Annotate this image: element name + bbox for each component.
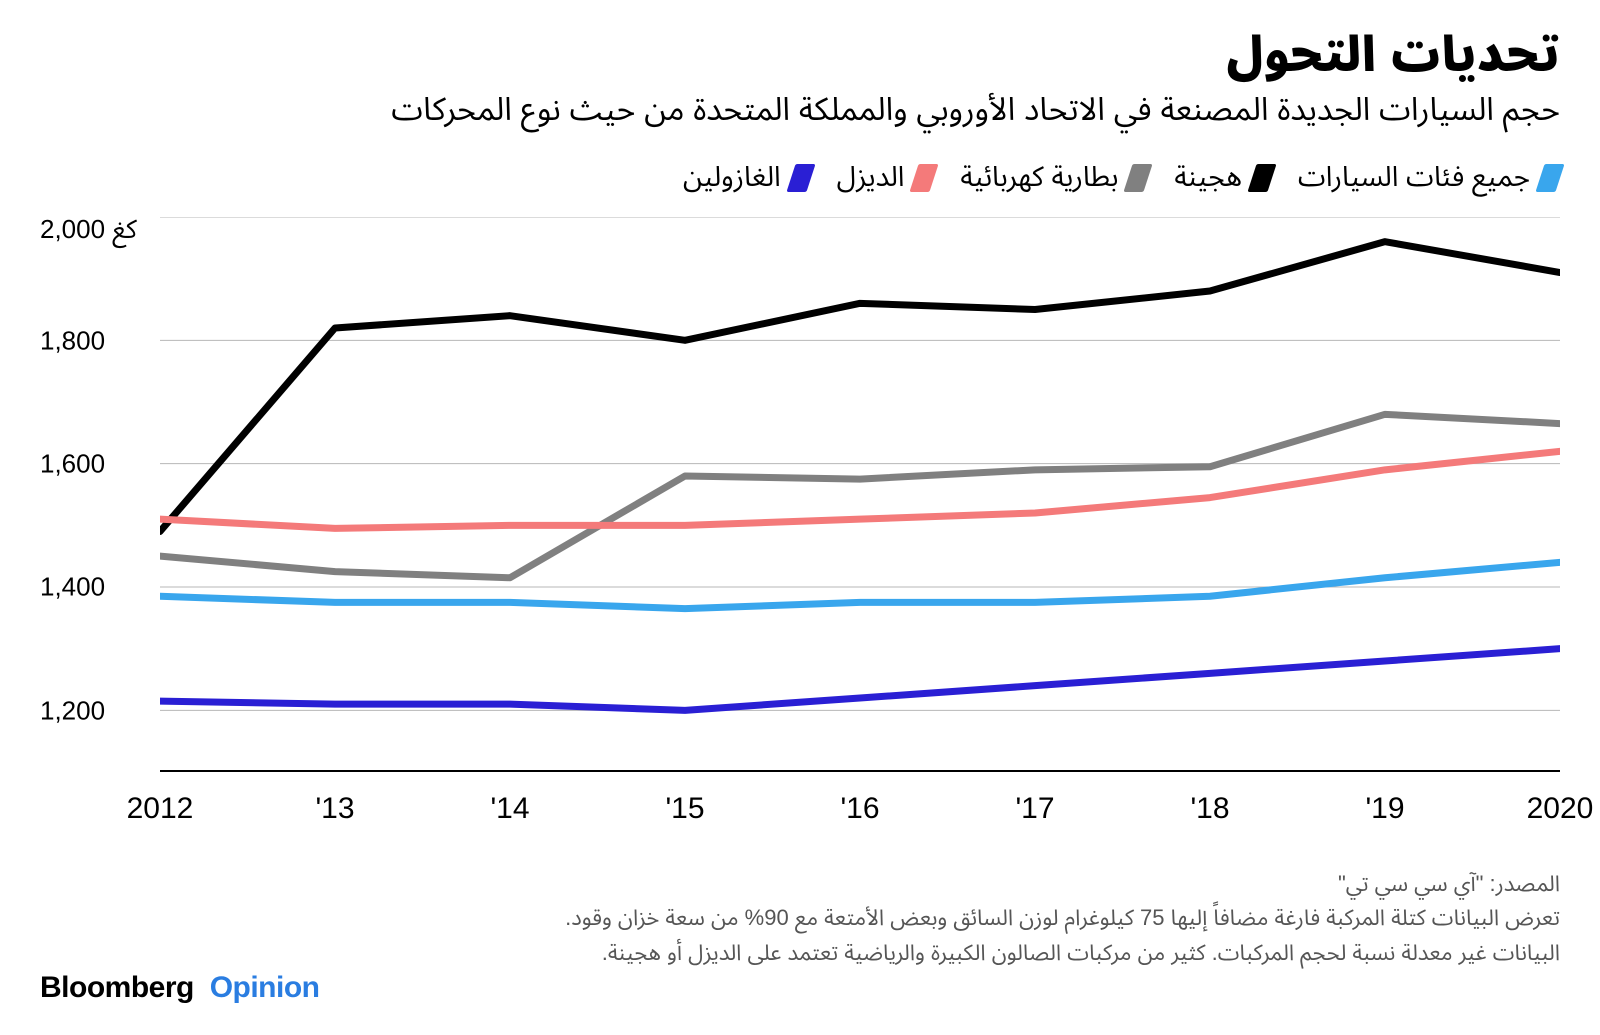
series-gasoline [160, 649, 1560, 711]
x-tick-label: '14 [490, 792, 529, 826]
chart-area: 2,000 كغ 1,8001,6001,4001,200 2012'13'14… [40, 217, 1560, 837]
y-axis-labels: 1,800 1,600 1,400 1,200 [40, 217, 160, 837]
series-hybrid [160, 242, 1560, 532]
chart-title: تحديات التحول [40, 30, 1560, 83]
legend-item: جميع فئات السيارات [1298, 148, 1560, 207]
legend-item: الديزل [837, 148, 935, 207]
note-line: المصدر: "آي سي سي تي" [40, 867, 1560, 901]
x-tick-label: '17 [1015, 792, 1054, 826]
legend-swatch [1124, 164, 1153, 192]
x-tick-label: 2012 [127, 792, 194, 826]
legend: جميع فئات السيارات هجينة بطارية كهربائية ال… [40, 148, 1560, 207]
x-tick-label: '18 [1190, 792, 1229, 826]
x-tick-label: 2020 [1527, 792, 1594, 826]
y-tick-label: 1,400 [40, 572, 105, 603]
legend-item: بطارية كهربائية [960, 148, 1148, 207]
legend-swatch [910, 164, 939, 192]
x-axis-labels: 2012'13'14'15'16'17'18'192020 [160, 782, 1560, 837]
legend-label: الديزل [837, 148, 905, 207]
legend-label: الغازولين [683, 148, 781, 207]
x-tick-label: '16 [840, 792, 879, 826]
brand-part-2: Opinion [210, 971, 320, 1004]
note-line: تعرض البيانات كتلة المركبة فارغة مضافاً … [40, 901, 1560, 935]
legend-item: هجينة [1174, 148, 1272, 207]
series-bev [160, 415, 1560, 578]
y-tick-label: 1,600 [40, 449, 105, 480]
brand-logo: Bloomberg Opinion [40, 971, 320, 1005]
brand-part-1: Bloomberg [40, 971, 194, 1004]
legend-swatch [1535, 164, 1564, 192]
legend-swatch [1247, 164, 1276, 192]
legend-item: الغازولين [683, 148, 811, 207]
legend-swatch [786, 164, 815, 192]
chart-subtitle: حجم السيارات الجديدة المصنعة في الاتحاد … [40, 89, 1560, 131]
legend-label: هجينة [1174, 148, 1242, 207]
series-all [160, 563, 1560, 609]
legend-label: جميع فئات السيارات [1298, 148, 1530, 207]
x-tick-label: '19 [1365, 792, 1404, 826]
chart-notes: المصدر: "آي سي سي تي" تعرض البيانات كتلة… [40, 867, 1560, 969]
series-diesel [160, 452, 1560, 529]
x-tick-label: '13 [315, 792, 354, 826]
plot-region [160, 217, 1560, 772]
legend-label: بطارية كهربائية [960, 148, 1118, 207]
x-tick-label: '15 [665, 792, 704, 826]
note-line: البيانات غير معدلة نسبة لحجم المركبات. ك… [40, 936, 1560, 970]
y-tick-label: 1,800 [40, 325, 105, 356]
y-tick-label: 1,200 [40, 695, 105, 726]
